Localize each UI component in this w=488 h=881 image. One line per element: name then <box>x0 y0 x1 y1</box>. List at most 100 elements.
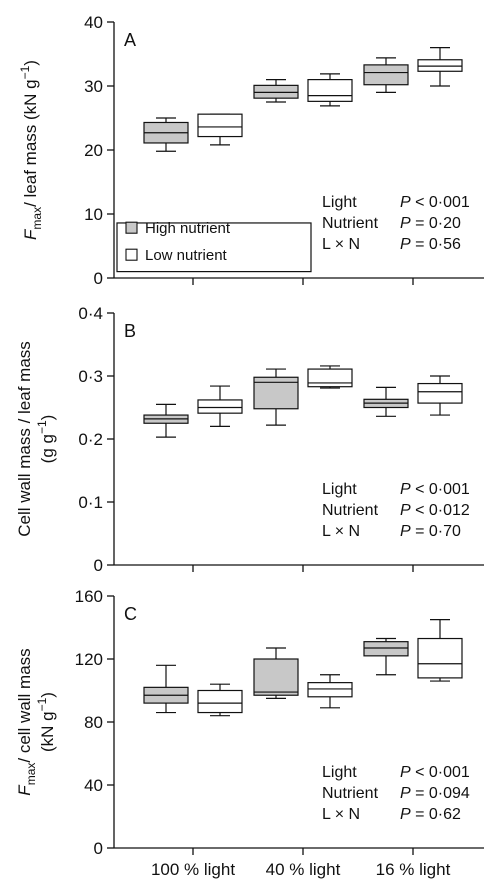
stat-p-rest: < 0·001 <box>411 764 470 781</box>
stat-term: L × N <box>322 523 360 540</box>
stat-p-letter: P <box>400 215 411 232</box>
y-tick-label: 40 <box>84 13 103 32</box>
ylabel-part: max <box>30 207 44 230</box>
y-tick-label: 0 <box>94 839 103 858</box>
panel-a: 0 10 20 30 40 A Fmax​/ leaf mass (kN g−1​) Ligh… <box>18 13 484 288</box>
legend-swatch-low <box>125 248 138 261</box>
y-tick-label: 120 <box>75 650 103 669</box>
panel-letter: C <box>124 604 137 624</box>
x-category-label: 40 % light <box>266 860 341 879</box>
box-iqr <box>197 113 243 138</box>
ylabel-part: (g g <box>38 434 57 463</box>
ylabel-part: −1 <box>35 697 49 711</box>
box-high-3 <box>363 386 409 417</box>
stat-term: Light <box>322 194 357 211</box>
stat-term: Nutrient <box>322 502 379 519</box>
box-low-1 <box>197 683 243 717</box>
stat-p-letter: P <box>400 481 411 498</box>
y-tick-label: 40 <box>84 776 103 795</box>
y-tick-label: 30 <box>84 77 103 96</box>
stat-p-letter: P <box>400 806 411 823</box>
box-high-1 <box>143 403 189 438</box>
stat-value: P = 0·20 <box>400 215 461 232</box>
ylabel-part: F <box>21 228 40 240</box>
box-iqr <box>363 64 409 86</box>
box-iqr <box>417 382 463 404</box>
y-tick-label: 0·1 <box>78 493 103 512</box>
ylabel-part: max <box>24 763 38 786</box>
stat-term: Light <box>322 481 357 498</box>
stat-value: P = 0·56 <box>400 236 461 253</box>
stat-value: P = 0·70 <box>400 523 461 540</box>
box-high-3 <box>363 57 409 94</box>
stat-value: P < 0·001 <box>400 764 470 781</box>
box-high-1 <box>143 664 189 714</box>
y-tick-label: 0·2 <box>78 430 103 449</box>
x-category-label: 100 % light <box>151 860 235 879</box>
y-axis-label: Fmax​/ leaf mass (kN g−1​) <box>18 60 44 240</box>
ylabel-part: ) <box>38 692 57 698</box>
box-high-2 <box>253 368 299 426</box>
stat-p-letter: P <box>400 523 411 540</box>
legend-frame <box>116 222 312 273</box>
box-iqr <box>197 399 243 414</box>
legend-label: Low nutrient <box>145 247 228 264</box>
stat-p-rest: = 0·70 <box>411 523 461 540</box>
stat-term: Nutrient <box>322 785 379 802</box>
box-iqr <box>307 78 353 102</box>
ylabel-part: −1 <box>35 420 49 434</box>
y-tick-label: 0·3 <box>78 367 103 386</box>
stat-term: L × N <box>322 236 360 253</box>
y-axis-label: Cell wall mass / leaf mass <box>15 341 34 537</box>
stat-p-letter: P <box>400 194 411 211</box>
box-iqr <box>253 84 299 99</box>
box-iqr <box>307 368 353 388</box>
box-low-2 <box>307 365 353 389</box>
box-iqr <box>363 641 409 657</box>
box-iqr <box>417 637 463 679</box>
stat-p-rest: = 0·20 <box>411 215 461 232</box>
y-tick-label: 20 <box>84 141 103 160</box>
stat-p-letter: P <box>400 502 411 519</box>
box-iqr <box>197 689 243 714</box>
y-tick-label: 160 <box>75 587 103 606</box>
box-low-3 <box>417 619 463 682</box>
box-high-3 <box>363 637 409 676</box>
box-iqr <box>307 682 353 698</box>
ylabel-part: ) <box>38 415 57 421</box>
stat-p-rest: = 0·094 <box>411 785 470 802</box>
box-low-2 <box>307 674 353 709</box>
ylabel-part: (kN g <box>38 711 57 752</box>
y-axis-label: Fmax​/ cell wall mass <box>15 648 38 795</box>
box-high-2 <box>253 647 299 699</box>
legend-swatch-high <box>125 221 138 234</box>
stat-term: Nutrient <box>322 215 379 232</box>
panel-letter: B <box>124 321 136 341</box>
stat-value: P < 0·012 <box>400 502 470 519</box>
stat-p-rest: < 0·001 <box>411 194 470 211</box>
ylabel-part: Cell wall mass / leaf mass <box>15 341 34 537</box>
y-tick-label: 80 <box>84 713 103 732</box>
stat-value: P = 0·094 <box>400 785 470 802</box>
box-high-1 <box>143 117 189 152</box>
panel-c: 0 40 80 120 160 C Fmax​/ cell wall mass(kN g−1… <box>15 587 484 879</box>
stat-value: P < 0·001 <box>400 481 470 498</box>
stat-value: P = 0·62 <box>400 806 461 823</box>
stat-p-rest: = 0·56 <box>411 236 461 253</box>
ylabel-part: F <box>15 784 34 796</box>
stat-value: P < 0·001 <box>400 194 470 211</box>
stat-p-rest: < 0·001 <box>411 481 470 498</box>
stat-term: Light <box>322 764 357 781</box>
stat-p-rest: < 0·012 <box>411 502 470 519</box>
legend: High nutrient Low nutrient <box>116 220 312 273</box>
y-axis-label: (kN g−1​) <box>35 692 57 752</box>
box-iqr <box>417 59 463 72</box>
y-tick-label: 0·4 <box>78 304 103 323</box>
x-category-label: 16 % light <box>376 860 451 879</box>
ylabel-part: / leaf mass (kN g <box>21 79 40 207</box>
y-tick-label: 0 <box>94 556 103 575</box>
panel-b: 0 0·1 0·2 0·3 0·4 B Cell wall mass / leaf mass… <box>15 304 484 575</box>
y-tick-label: 0 <box>94 269 103 288</box>
box-low-1 <box>197 113 243 146</box>
